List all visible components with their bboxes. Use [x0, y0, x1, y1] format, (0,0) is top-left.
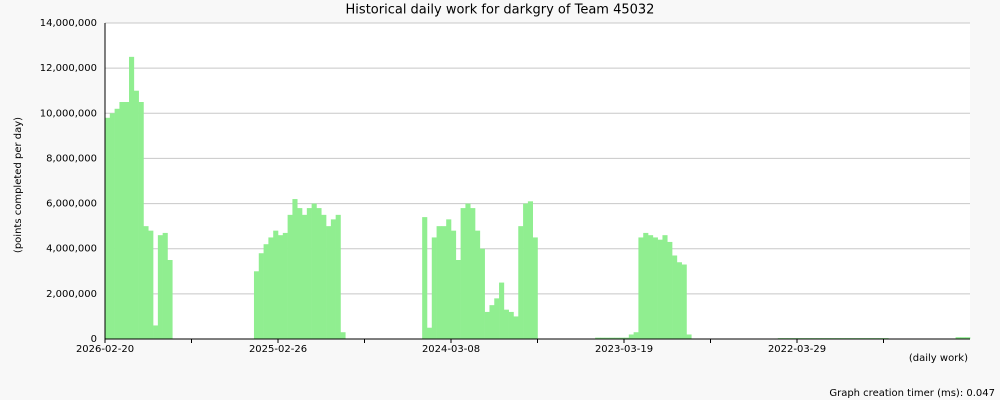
- bar: [153, 325, 159, 339]
- bar: [306, 208, 312, 339]
- bar: [595, 337, 601, 339]
- bar: [455, 260, 461, 339]
- x-tick-label: 2024-03-08: [422, 344, 480, 355]
- y-tick-label: 6,000,000: [46, 199, 97, 210]
- bar: [282, 232, 288, 339]
- bar: [667, 241, 673, 339]
- bar: [340, 332, 346, 339]
- bar: [489, 305, 495, 339]
- y-tick-label: 8,000,000: [46, 153, 97, 164]
- bar: [499, 282, 505, 339]
- bar: [292, 199, 298, 339]
- bar: [672, 255, 678, 339]
- bar: [422, 217, 428, 339]
- bar: [470, 208, 476, 339]
- bar: [513, 316, 519, 339]
- bar: [633, 332, 639, 339]
- bar: [681, 264, 687, 339]
- bar: [109, 113, 115, 340]
- y-tick-label: 2,000,000: [46, 289, 97, 300]
- bar: [143, 226, 149, 339]
- bar: [263, 244, 269, 339]
- bar: [648, 235, 654, 339]
- bar: [604, 337, 610, 339]
- y-tick-label: 14,000,000: [40, 18, 97, 29]
- footer: Graph creation timer (ms): 0.047: [829, 388, 995, 399]
- bar: [484, 311, 490, 339]
- bar: [465, 203, 471, 339]
- bar: [436, 226, 442, 339]
- bar: [258, 253, 264, 339]
- bar: [460, 208, 466, 339]
- bar: [119, 102, 125, 339]
- bar: [124, 102, 130, 339]
- bar: [475, 230, 481, 339]
- bar: [133, 90, 139, 339]
- bar: [138, 102, 144, 339]
- bar: [311, 203, 317, 339]
- bar: [148, 230, 154, 339]
- bar: [330, 219, 336, 339]
- bar: [628, 334, 634, 339]
- y-tick-label: 0: [91, 334, 97, 345]
- bar: [321, 214, 327, 339]
- bar: [523, 203, 529, 339]
- x-tick-label: 2023-03-19: [595, 344, 653, 355]
- bar: [302, 214, 308, 339]
- bar: [479, 248, 485, 339]
- bar: [527, 201, 533, 339]
- bar: [965, 337, 971, 339]
- bar: [446, 219, 452, 339]
- bar: [129, 56, 135, 339]
- bar: [431, 237, 437, 339]
- bar: [643, 232, 649, 339]
- bar: [253, 271, 260, 339]
- bar: [686, 334, 692, 339]
- chart-title: Historical daily work for darkgry of Tea…: [346, 3, 655, 18]
- x-tick-label: 2025-02-26: [249, 344, 307, 355]
- x-axis-label: (daily work): [909, 353, 968, 364]
- bar: [508, 311, 514, 339]
- bar: [287, 214, 293, 339]
- bar: [114, 108, 120, 340]
- bar: [619, 337, 625, 339]
- bar: [297, 208, 303, 339]
- x-tick-label: 2022-03-29: [768, 344, 826, 355]
- bar: [105, 117, 111, 339]
- bar: [624, 337, 630, 339]
- bar: [662, 235, 668, 339]
- bar: [657, 239, 663, 339]
- bar: [335, 214, 341, 339]
- bar: [532, 237, 538, 339]
- bar: [955, 337, 961, 339]
- bar: [316, 208, 322, 339]
- y-tick-label: 4,000,000: [46, 244, 97, 255]
- bar: [278, 235, 284, 339]
- x-tick-label: 2026-02-20: [76, 344, 134, 355]
- bar: [326, 226, 332, 339]
- bar: [162, 232, 168, 339]
- bar: [614, 337, 620, 339]
- bar: [638, 237, 644, 339]
- bar: [960, 337, 966, 339]
- y-tick-label: 12,000,000: [40, 63, 97, 74]
- bar: [441, 226, 447, 339]
- bar: [652, 237, 658, 339]
- bar: [518, 226, 524, 339]
- bar: [268, 237, 274, 339]
- y-axis-label: (points completed per day): [13, 117, 24, 253]
- y-tick-label: 10,000,000: [40, 108, 97, 119]
- bar: [157, 235, 163, 339]
- bar: [167, 260, 173, 339]
- bar: [599, 337, 606, 339]
- bar: [426, 327, 433, 339]
- bar: [494, 298, 500, 339]
- bar: [273, 230, 279, 339]
- bar: [451, 230, 457, 339]
- bar: [609, 337, 615, 339]
- bar: [503, 309, 509, 339]
- bar: [676, 262, 682, 339]
